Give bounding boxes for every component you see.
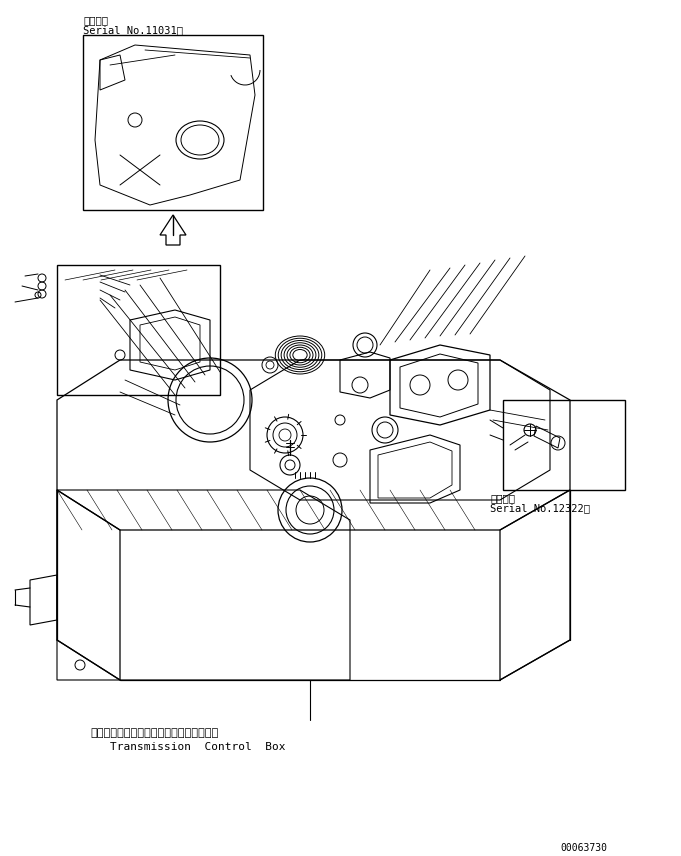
Text: 00063730: 00063730 [560, 843, 607, 853]
Text: 適用号機: 適用号機 [83, 15, 108, 25]
Text: 適用号機: 適用号機 [490, 493, 515, 503]
Bar [83, 35, 263, 210]
Polygon shape [160, 215, 186, 245]
Bar [503, 400, 625, 490]
Text: Serial No.11031～: Serial No.11031～ [83, 25, 183, 35]
Bar [57, 265, 220, 395]
Text: Serial No.12322～: Serial No.12322～ [490, 503, 590, 513]
Text: Transmission  Control  Box: Transmission Control Box [110, 742, 285, 752]
Text: トランスミッションコントロールボックス: トランスミッションコントロールボックス [90, 728, 218, 738]
